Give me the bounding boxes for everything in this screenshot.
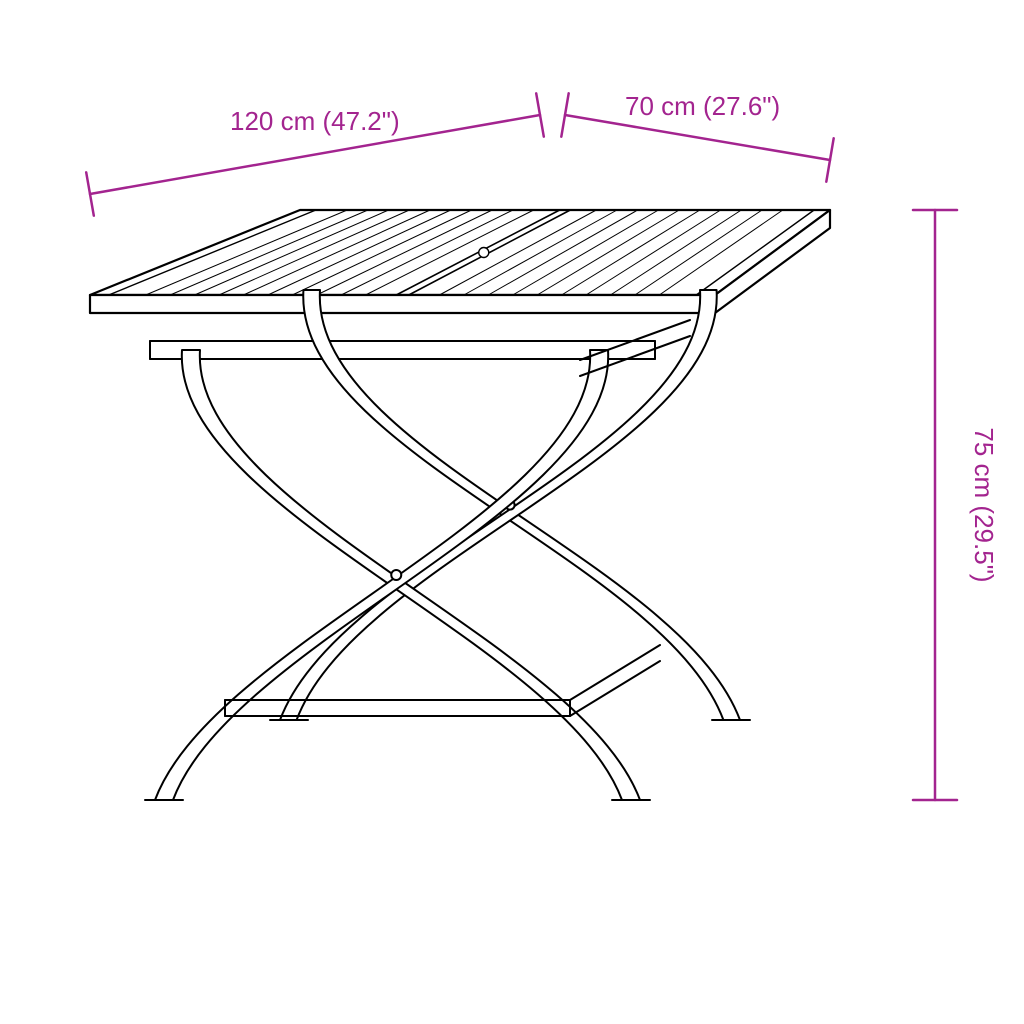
dimension: 75 cm (29.5") — [913, 210, 999, 800]
dimension: 120 cm (47.2") — [86, 93, 544, 215]
dimension-label: 120 cm (47.2") — [230, 106, 400, 136]
dimension-label: 70 cm (27.6") — [625, 91, 780, 121]
dimension: 70 cm (27.6") — [561, 91, 833, 182]
dimension-diagram: 120 cm (47.2") 70 cm (27.6") 75 cm (29.5") — [0, 0, 1024, 1024]
dimension-label: 75 cm (29.5") — [969, 427, 999, 582]
